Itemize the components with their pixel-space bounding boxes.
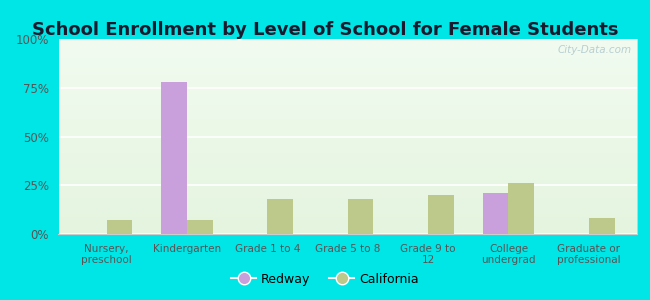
Bar — [483, 193, 508, 234]
Bar — [589, 218, 614, 234]
Bar — [267, 199, 293, 234]
Text: City-Data.com: City-Data.com — [557, 45, 631, 55]
Bar — [107, 220, 133, 234]
Bar — [508, 183, 534, 234]
Bar — [187, 220, 213, 234]
Bar — [348, 199, 374, 234]
Text: School Enrollment by Level of School for Female Students: School Enrollment by Level of School for… — [32, 21, 618, 39]
Legend: Redway, California: Redway, California — [226, 268, 424, 291]
Bar — [428, 195, 454, 234]
Bar — [161, 82, 187, 234]
